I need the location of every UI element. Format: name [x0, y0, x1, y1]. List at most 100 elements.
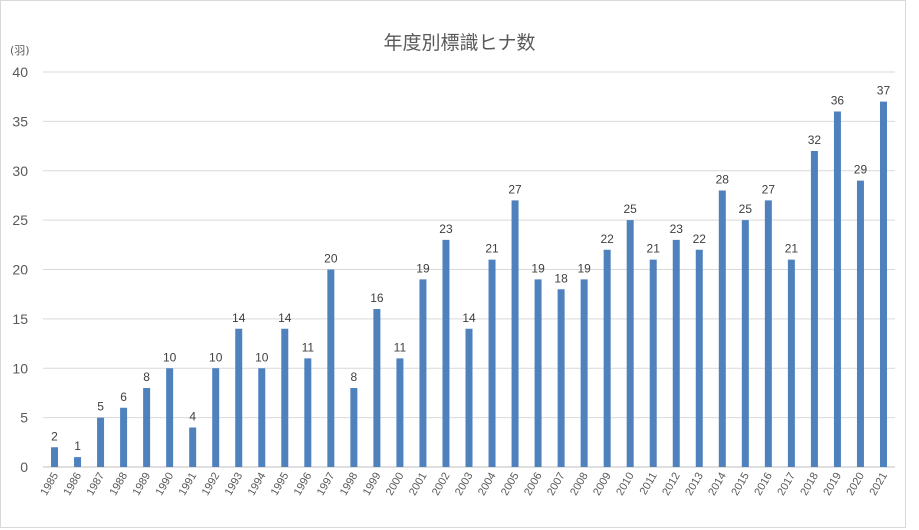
data-label: 19	[531, 261, 545, 275]
x-tick-label: 2005	[499, 471, 522, 498]
x-tick-label: 2014	[706, 471, 729, 498]
bar	[787, 259, 795, 467]
bar	[672, 239, 680, 467]
bar	[189, 427, 197, 467]
bar	[741, 220, 749, 467]
data-label: 29	[854, 163, 868, 177]
x-tick-label: 1998	[338, 471, 361, 498]
bar	[327, 269, 335, 467]
data-label: 14	[278, 311, 292, 325]
bar	[718, 190, 726, 467]
x-tick-label: 2008	[568, 471, 591, 498]
data-label: 11	[302, 340, 315, 354]
x-tick-label: 2019	[821, 471, 844, 498]
bar	[350, 388, 358, 467]
bar	[97, 417, 105, 467]
bar	[258, 368, 266, 467]
x-tick-label: 2007	[545, 471, 568, 498]
bar	[580, 279, 588, 467]
data-label: 14	[232, 311, 246, 325]
bar	[603, 249, 611, 467]
data-label: 6	[120, 390, 127, 404]
bar	[74, 457, 82, 467]
x-tick-label: 2013	[683, 471, 706, 498]
bar	[488, 259, 496, 467]
data-label: 10	[163, 350, 177, 364]
x-tick-label: 2000	[384, 471, 407, 498]
x-tick-label: 1994	[246, 471, 269, 498]
x-tick-label: 1986	[62, 471, 85, 498]
bar	[281, 328, 289, 467]
y-axis-label: (羽)	[10, 44, 30, 57]
bar	[143, 388, 151, 467]
data-label: 25	[739, 202, 753, 216]
bar	[235, 328, 243, 467]
bar	[764, 200, 772, 467]
bar	[304, 358, 312, 467]
data-label: 23	[439, 222, 453, 236]
data-label: 27	[508, 182, 522, 196]
x-tick-label: 2018	[798, 471, 821, 498]
data-label: 1	[74, 439, 81, 453]
x-tick-label: 2016	[752, 471, 775, 498]
data-label: 8	[351, 370, 358, 384]
bar	[534, 279, 542, 467]
x-tick-label: 2009	[591, 471, 614, 498]
bar	[879, 101, 887, 467]
bar	[626, 220, 634, 467]
x-tick-label: 2010	[614, 471, 637, 498]
data-label: 14	[462, 311, 476, 325]
y-tick-label: 35	[12, 113, 28, 129]
x-tick-label: 1997	[315, 471, 338, 498]
data-label: 32	[808, 133, 822, 147]
y-tick-label: 0	[20, 459, 28, 475]
bar	[373, 309, 381, 467]
y-tick-label: 5	[20, 410, 28, 426]
bar	[465, 328, 473, 467]
x-tick-label: 2021	[867, 471, 890, 498]
x-tick-label: 2011	[638, 471, 660, 497]
data-label: 22	[600, 232, 614, 246]
bar	[442, 239, 450, 467]
data-label: 2	[51, 429, 58, 443]
data-label: 18	[554, 271, 568, 285]
data-label: 8	[143, 370, 150, 384]
x-tick-label: 1990	[154, 471, 177, 498]
x-tick-label: 1992	[200, 471, 223, 498]
bar	[120, 407, 128, 467]
chart-title: 年度別標識ヒナ数	[383, 32, 536, 54]
data-label: 21	[785, 242, 799, 256]
y-tick-label: 15	[12, 311, 28, 327]
data-label: 10	[255, 350, 269, 364]
bar	[511, 200, 519, 467]
x-tick-label: 1996	[292, 471, 315, 498]
data-label: 22	[693, 232, 707, 246]
data-label: 5	[97, 400, 104, 414]
x-tick-label: 2002	[430, 471, 453, 498]
x-tick-label: 1993	[223, 471, 246, 498]
data-label: 23	[670, 222, 684, 236]
data-label: 21	[485, 242, 499, 256]
y-tick-label: 40	[12, 64, 28, 80]
x-tick-label: 1999	[361, 471, 384, 498]
y-tick-label: 10	[12, 360, 28, 376]
x-tick-label: 1995	[269, 471, 292, 498]
y-tick-label: 25	[12, 212, 28, 228]
data-label: 27	[762, 182, 776, 196]
y-tick-label: 20	[12, 262, 28, 278]
bar	[51, 447, 59, 467]
data-label: 28	[716, 173, 730, 187]
data-label: 37	[877, 84, 891, 98]
bar	[810, 151, 818, 467]
bar	[419, 279, 427, 467]
x-tick-label: 2012	[660, 471, 683, 498]
x-tick-label: 2017	[775, 471, 798, 498]
x-tick-label: 1988	[108, 471, 131, 498]
bar	[212, 368, 220, 467]
data-label: 36	[831, 94, 845, 108]
x-tick-label: 1989	[131, 471, 154, 498]
bar	[695, 249, 703, 467]
x-tick-label: 2004	[476, 471, 499, 498]
